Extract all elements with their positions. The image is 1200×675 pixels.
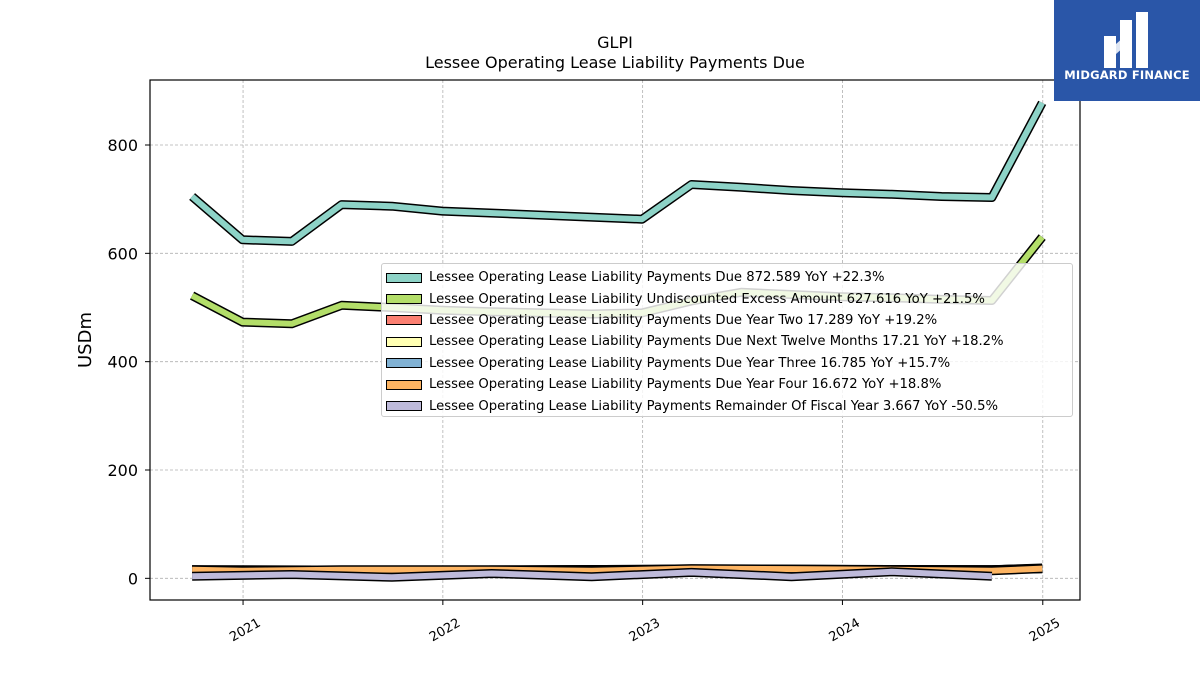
legend-swatch (386, 315, 422, 326)
series-0 (189, 100, 1047, 246)
y-tick-label: 800 (107, 136, 138, 155)
legend-label: Lessee Operating Lease Liability Payment… (429, 377, 942, 393)
brand-logo: MIDGARD FINANCE (1054, 0, 1200, 101)
logo-text: MIDGARD FINANCE (1064, 68, 1190, 82)
series-6 (192, 567, 993, 582)
legend-item: Lessee Operating Lease Liability Payment… (386, 374, 1072, 395)
legend-swatch (386, 379, 422, 390)
legend-item: Lessee Operating Lease Liability Undisco… (386, 288, 1072, 309)
series-line (190, 101, 1045, 245)
chart-legend: Lessee Operating Lease Liability Payment… (381, 263, 1073, 417)
legend-label: Lessee Operating Lease Liability Payment… (429, 334, 1004, 350)
legend-item: Lessee Operating Lease Liability Payment… (386, 395, 1072, 416)
legend-label: Lessee Operating Lease Liability Payment… (429, 312, 938, 328)
legend-swatch (386, 272, 422, 283)
legend-item: Lessee Operating Lease Liability Payment… (386, 331, 1072, 352)
legend-swatch (386, 294, 422, 305)
legend-swatch (386, 358, 422, 369)
y-tick-label: 600 (107, 244, 138, 263)
plot-frame (149, 79, 1081, 601)
legend-label: Lessee Operating Lease Liability Payment… (429, 398, 999, 414)
legend-item: Lessee Operating Lease Liability Payment… (386, 310, 1072, 331)
legend-swatch (386, 336, 422, 347)
legend-label: Lessee Operating Lease Liability Payment… (429, 355, 951, 371)
chart-ticker: GLPI (597, 33, 633, 52)
legend-label: Lessee Operating Lease Liability Undisco… (429, 291, 985, 307)
x-tick-label: 2022 (427, 616, 463, 646)
legend-item: Lessee Operating Lease Liability Payment… (386, 353, 1072, 374)
legend-label: Lessee Operating Lease Liability Payment… (429, 270, 885, 286)
x-tick-label: 2023 (627, 616, 663, 646)
x-tick-label: 2021 (227, 616, 263, 646)
y-tick-label: 200 (107, 461, 138, 480)
chart-title: Lessee Operating Lease Liability Payment… (425, 53, 805, 72)
legend-swatch (386, 401, 422, 412)
series-line (192, 568, 993, 581)
legend-item: Lessee Operating Lease Liability Payment… (386, 267, 1072, 288)
y-axis-label: USDm (75, 312, 96, 368)
logo-mark-icon (1104, 12, 1148, 68)
y-tick-label: 400 (107, 353, 138, 372)
x-tick-label: 2024 (827, 616, 863, 646)
y-tick-label: 0 (128, 569, 138, 588)
x-tick-label: 2025 (1027, 616, 1063, 646)
